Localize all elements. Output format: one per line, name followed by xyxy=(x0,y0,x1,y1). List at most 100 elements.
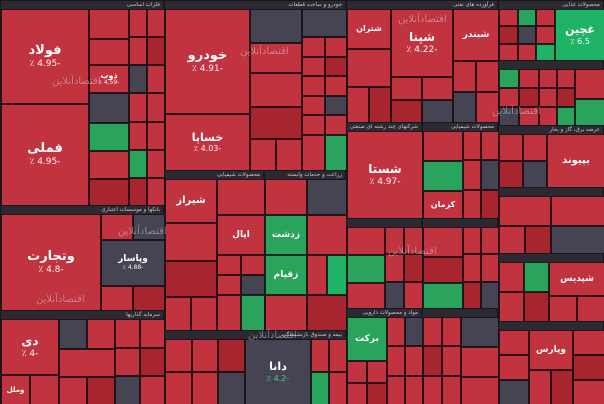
stock-tile[interactable] xyxy=(463,160,481,190)
stock-tile[interactable] xyxy=(329,372,347,404)
stock-tile[interactable] xyxy=(423,227,463,257)
stock-tile-برکت[interactable]: برکت xyxy=(347,317,387,361)
stock-tile[interactable] xyxy=(129,65,147,94)
stock-tile[interactable] xyxy=(89,151,129,179)
stock-tile[interactable] xyxy=(529,370,551,404)
stock-tile[interactable] xyxy=(250,43,302,73)
stock-tile[interactable] xyxy=(140,347,165,377)
stock-tile[interactable] xyxy=(463,131,481,161)
stock-tile-بپیوند[interactable]: بپیوند xyxy=(547,134,604,188)
stock-tile[interactable] xyxy=(404,254,423,282)
stock-tile[interactable] xyxy=(575,99,604,126)
stock-tile[interactable] xyxy=(324,135,347,171)
stock-tile[interactable] xyxy=(250,107,302,139)
stock-tile[interactable] xyxy=(577,296,604,322)
stock-tile[interactable] xyxy=(385,254,404,282)
stock-tile-زدشت[interactable]: زدشت xyxy=(265,215,307,255)
stock-tile[interactable] xyxy=(347,49,391,87)
stock-tile[interactable] xyxy=(302,37,325,57)
stock-tile[interactable] xyxy=(302,135,325,171)
stock-tile[interactable] xyxy=(423,346,442,376)
stock-tile[interactable] xyxy=(405,375,423,404)
stock-tile-فولاد[interactable]: فولاد -4.95 ٪ xyxy=(1,9,89,104)
stock-tile[interactable] xyxy=(539,69,557,88)
stock-tile[interactable] xyxy=(165,297,191,331)
stock-tile[interactable] xyxy=(89,179,129,206)
stock-tile[interactable] xyxy=(463,189,481,219)
stock-tile[interactable] xyxy=(423,131,463,161)
stock-tile[interactable] xyxy=(165,261,217,297)
stock-tile[interactable] xyxy=(423,317,442,347)
stock-tile[interactable] xyxy=(423,375,442,404)
stock-tile-دانا[interactable]: دانا -4.2 ٪ xyxy=(245,339,311,404)
stock-tile[interactable] xyxy=(89,93,129,123)
stock-tile[interactable] xyxy=(524,292,549,322)
stock-tile[interactable] xyxy=(422,100,453,123)
stock-tile[interactable] xyxy=(573,355,604,380)
stock-tile[interactable] xyxy=(463,227,481,255)
stock-tile[interactable] xyxy=(539,88,557,107)
stock-tile[interactable] xyxy=(573,380,604,404)
stock-tile[interactable] xyxy=(147,177,165,206)
stock-tile[interactable] xyxy=(422,77,453,100)
stock-tile[interactable] xyxy=(391,100,422,123)
stock-tile[interactable] xyxy=(250,73,302,107)
stock-tile[interactable] xyxy=(87,319,115,349)
stock-tile-غچین[interactable]: غچین 6.5 ٪ xyxy=(555,9,604,61)
stock-tile[interactable] xyxy=(523,134,547,161)
stock-tile[interactable] xyxy=(250,9,302,43)
stock-tile[interactable] xyxy=(147,149,165,178)
stock-tile[interactable] xyxy=(499,43,518,61)
stock-tile[interactable] xyxy=(536,26,555,44)
stock-tile[interactable] xyxy=(30,375,59,404)
stock-tile-وملل[interactable]: وملل xyxy=(1,375,30,404)
stock-tile[interactable] xyxy=(347,227,385,255)
stock-tile[interactable] xyxy=(89,123,129,151)
stock-tile[interactable] xyxy=(481,281,499,309)
stock-tile[interactable] xyxy=(191,339,219,372)
stock-tile[interactable] xyxy=(129,9,147,38)
stock-tile[interactable] xyxy=(517,26,537,44)
stock-tile-شبندر[interactable]: شبندر xyxy=(453,9,499,61)
stock-tile[interactable] xyxy=(367,361,387,383)
stock-tile[interactable] xyxy=(191,372,219,404)
stock-tile[interactable] xyxy=(324,56,347,77)
stock-tile[interactable] xyxy=(442,375,461,404)
stock-tile[interactable] xyxy=(250,139,276,171)
stock-tile-شپدیس[interactable]: شپدیس xyxy=(549,262,604,296)
stock-tile-شتران[interactable]: شتران xyxy=(347,9,391,49)
stock-tile[interactable] xyxy=(165,223,217,261)
stock-tile[interactable] xyxy=(404,227,423,255)
stock-tile[interactable] xyxy=(191,297,217,331)
stock-tile[interactable] xyxy=(423,283,463,309)
stock-tile[interactable] xyxy=(324,115,347,135)
stock-tile-دی[interactable]: دی -4 ٪ xyxy=(1,319,59,375)
stock-tile[interactable] xyxy=(265,179,307,215)
stock-tile-ذوب[interactable]: ذوب -4.59 ٪ xyxy=(89,65,129,93)
stock-tile[interactable] xyxy=(218,372,245,404)
stock-tile[interactable] xyxy=(147,93,165,122)
stock-tile[interactable] xyxy=(481,254,499,282)
stock-tile[interactable] xyxy=(499,26,518,44)
stock-tile[interactable] xyxy=(147,9,165,38)
stock-tile[interactable] xyxy=(241,255,265,275)
stock-tile-اپال[interactable]: اپال xyxy=(217,215,265,255)
stock-tile-فملی[interactable]: فملی -4.95 ٪ xyxy=(1,104,89,206)
stock-tile[interactable] xyxy=(129,177,147,206)
stock-tile[interactable] xyxy=(442,317,461,347)
stock-tile[interactable] xyxy=(519,69,539,88)
stock-tile[interactable] xyxy=(557,107,575,126)
stock-tile-کرمان[interactable]: کرمان xyxy=(423,191,463,219)
stock-tile[interactable] xyxy=(367,383,387,404)
stock-tile[interactable] xyxy=(476,61,499,92)
stock-tile[interactable] xyxy=(347,383,367,404)
stock-tile-وپاسار[interactable]: وپاسار -4.88 ٪ xyxy=(101,240,165,286)
stock-tile[interactable] xyxy=(302,115,325,135)
stock-tile[interactable] xyxy=(129,93,147,122)
stock-tile[interactable] xyxy=(476,92,499,123)
stock-tile[interactable] xyxy=(557,88,575,107)
stock-tile[interactable] xyxy=(499,262,524,292)
stock-tile-شیراز[interactable]: شیراز xyxy=(165,179,217,223)
stock-tile[interactable] xyxy=(387,317,405,347)
stock-tile[interactable] xyxy=(307,255,327,295)
